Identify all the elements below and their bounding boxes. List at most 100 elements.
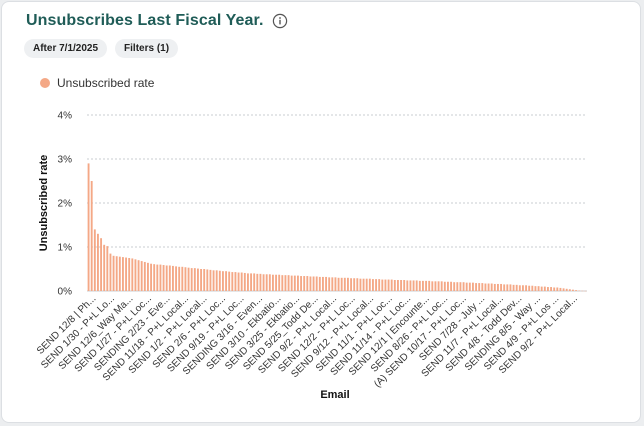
bar[interactable]: [512, 284, 515, 291]
bar[interactable]: [206, 269, 209, 291]
bar[interactable]: [315, 276, 318, 291]
bar[interactable]: [218, 270, 221, 291]
bar[interactable]: [393, 280, 396, 291]
bar[interactable]: [525, 285, 528, 291]
bar[interactable]: [497, 283, 499, 291]
bar[interactable]: [418, 280, 421, 291]
bar[interactable]: [343, 277, 346, 291]
bar[interactable]: [100, 238, 103, 291]
bar[interactable]: [193, 268, 196, 291]
bar[interactable]: [297, 275, 299, 291]
bar[interactable]: [200, 269, 203, 291]
bar[interactable]: [181, 266, 184, 291]
bar[interactable]: [165, 265, 168, 291]
bar[interactable]: [522, 285, 524, 291]
bar[interactable]: [203, 269, 206, 291]
bar[interactable]: [468, 282, 471, 291]
bar[interactable]: [425, 280, 428, 291]
bar[interactable]: [309, 276, 312, 291]
bar[interactable]: [322, 276, 324, 291]
info-circle-icon[interactable]: [272, 13, 288, 29]
bar[interactable]: [118, 256, 121, 291]
bar[interactable]: [109, 253, 112, 291]
bar[interactable]: [568, 289, 571, 291]
bar[interactable]: [397, 280, 399, 291]
bar[interactable]: [250, 273, 253, 291]
bar[interactable]: [197, 268, 199, 291]
bar[interactable]: [437, 281, 440, 291]
bar[interactable]: [290, 275, 293, 291]
bar[interactable]: [347, 277, 349, 291]
bar[interactable]: [353, 278, 356, 291]
bar[interactable]: [256, 273, 259, 291]
bar[interactable]: [434, 281, 437, 291]
bar[interactable]: [428, 280, 431, 291]
bar[interactable]: [103, 244, 106, 291]
bar[interactable]: [234, 272, 237, 291]
bar[interactable]: [443, 281, 446, 291]
bar[interactable]: [159, 264, 162, 291]
filters-pill[interactable]: Filters (1): [115, 39, 179, 58]
bar[interactable]: [137, 260, 140, 291]
bar[interactable]: [243, 272, 246, 291]
bar[interactable]: [462, 282, 465, 291]
bar[interactable]: [572, 289, 574, 291]
bar[interactable]: [340, 277, 343, 291]
bar[interactable]: [178, 266, 181, 291]
bar[interactable]: [562, 288, 565, 291]
bar[interactable]: [325, 276, 328, 291]
bar[interactable]: [287, 275, 290, 291]
bar[interactable]: [531, 285, 534, 291]
bar[interactable]: [122, 257, 124, 291]
bar[interactable]: [331, 277, 334, 291]
bar[interactable]: [90, 181, 93, 291]
bar[interactable]: [387, 279, 390, 291]
bar[interactable]: [384, 279, 387, 291]
bar[interactable]: [518, 285, 521, 291]
bar[interactable]: [237, 272, 240, 291]
bar[interactable]: [247, 273, 249, 291]
bar[interactable]: [175, 266, 178, 291]
bar[interactable]: [543, 286, 546, 291]
bar[interactable]: [493, 283, 496, 291]
bar[interactable]: [215, 270, 218, 291]
bar[interactable]: [300, 276, 303, 291]
bar[interactable]: [275, 274, 278, 291]
bar[interactable]: [115, 256, 118, 291]
bar[interactable]: [265, 274, 268, 291]
bar[interactable]: [318, 276, 321, 291]
bar[interactable]: [447, 281, 449, 291]
bar[interactable]: [140, 261, 143, 291]
bar[interactable]: [212, 270, 215, 291]
bar[interactable]: [503, 284, 506, 291]
bar[interactable]: [487, 283, 490, 291]
bar[interactable]: [431, 281, 434, 291]
bar[interactable]: [272, 274, 274, 291]
bar[interactable]: [97, 233, 99, 291]
bar[interactable]: [350, 278, 353, 291]
bar[interactable]: [484, 283, 487, 291]
bar[interactable]: [222, 271, 224, 291]
bar[interactable]: [253, 273, 256, 291]
bar[interactable]: [540, 286, 543, 291]
bar[interactable]: [475, 283, 478, 291]
bar[interactable]: [278, 274, 281, 291]
bar[interactable]: [268, 274, 271, 291]
bar[interactable]: [284, 275, 287, 291]
bar[interactable]: [359, 278, 362, 291]
bar[interactable]: [128, 258, 131, 291]
bar[interactable]: [490, 283, 493, 291]
bar[interactable]: [506, 284, 509, 291]
bar[interactable]: [534, 286, 537, 291]
bar[interactable]: [550, 287, 553, 291]
bar[interactable]: [134, 259, 137, 291]
bar[interactable]: [403, 280, 406, 291]
bar[interactable]: [456, 282, 459, 291]
bar[interactable]: [368, 278, 371, 291]
bar[interactable]: [306, 276, 309, 291]
bar[interactable]: [565, 288, 568, 291]
bar[interactable]: [372, 279, 374, 291]
bar[interactable]: [381, 279, 384, 291]
bar[interactable]: [559, 287, 562, 291]
bar[interactable]: [415, 280, 418, 291]
